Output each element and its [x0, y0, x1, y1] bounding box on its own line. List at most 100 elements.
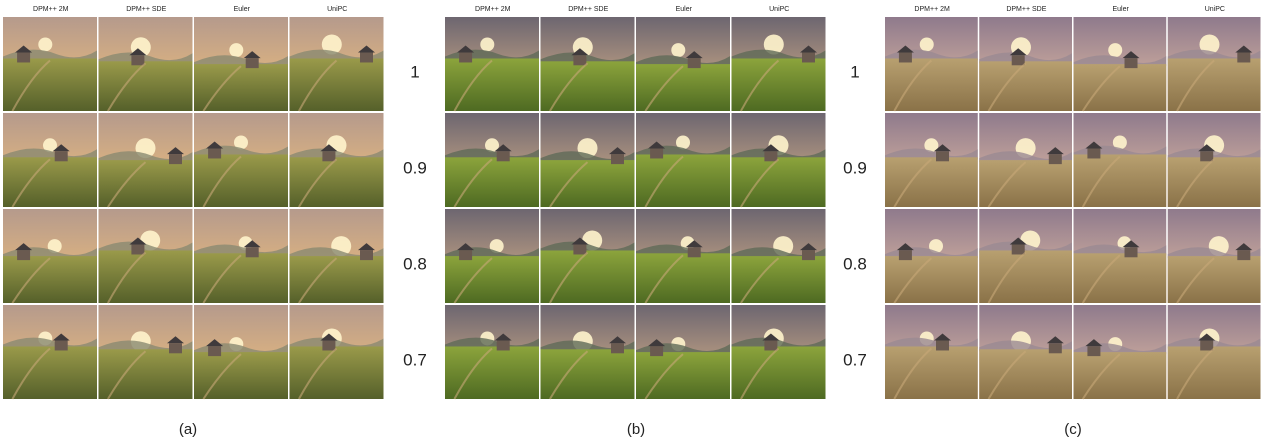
field — [445, 346, 539, 399]
house — [764, 340, 778, 351]
house — [208, 148, 222, 159]
sun — [929, 239, 944, 254]
field — [1167, 346, 1261, 399]
path-line — [453, 158, 493, 208]
house — [936, 151, 950, 162]
hills — [540, 241, 635, 253]
house — [611, 343, 624, 354]
path-line — [298, 158, 338, 208]
sun — [229, 43, 244, 58]
path-line — [1081, 254, 1121, 304]
house — [650, 148, 664, 159]
path-line — [1176, 59, 1215, 112]
house — [496, 340, 510, 351]
roof — [167, 147, 184, 155]
roof — [358, 45, 375, 53]
path-line — [987, 251, 1027, 304]
path-line — [107, 251, 147, 304]
roof — [52, 333, 70, 341]
roof — [648, 141, 666, 149]
roof — [1009, 48, 1027, 56]
thumbnail — [731, 113, 826, 208]
thumbnail — [1167, 209, 1261, 304]
thumbnail — [1073, 209, 1167, 304]
thumbnail — [540, 17, 635, 112]
field — [98, 250, 193, 303]
roof — [1235, 45, 1253, 53]
roof — [1122, 240, 1140, 248]
field — [540, 250, 635, 303]
thumbnail — [445, 209, 539, 304]
path-line — [644, 65, 684, 112]
field — [289, 346, 384, 399]
column-header: DPM++ SDE — [126, 6, 166, 13]
house — [650, 346, 664, 357]
house — [1011, 244, 1025, 255]
house — [322, 340, 336, 351]
house — [245, 247, 259, 258]
roof — [15, 243, 33, 251]
hills — [885, 337, 978, 349]
house — [573, 55, 587, 66]
house — [360, 52, 373, 63]
thumbnail — [1073, 305, 1167, 400]
field — [445, 58, 539, 111]
path-line — [11, 59, 51, 112]
path-line — [893, 257, 933, 304]
thumbnail — [1073, 17, 1167, 112]
hills — [445, 148, 539, 160]
hills — [979, 241, 1072, 253]
house — [459, 250, 473, 261]
roof — [685, 240, 703, 248]
caption: (c) — [1064, 421, 1082, 438]
hills — [1167, 148, 1261, 160]
roof — [1198, 144, 1216, 152]
path-line — [987, 350, 1027, 400]
path-line — [11, 347, 51, 400]
path-line — [644, 353, 684, 400]
thumbnail — [98, 305, 193, 400]
row-label: 1 — [410, 62, 419, 81]
house — [1237, 250, 1251, 261]
roof — [571, 48, 589, 56]
thumbnail — [3, 305, 97, 400]
roof — [206, 141, 224, 149]
roof — [1009, 237, 1027, 245]
thumbnail — [98, 17, 193, 112]
thumbnail — [1167, 17, 1261, 112]
path-line — [107, 161, 147, 208]
path-line — [453, 59, 493, 112]
house — [17, 52, 31, 63]
thumbnail — [98, 113, 193, 208]
hills — [289, 148, 384, 160]
sun — [485, 138, 499, 153]
hills — [445, 337, 539, 349]
hills — [1073, 244, 1167, 256]
field — [731, 346, 826, 399]
roof — [1198, 333, 1216, 341]
thumbnail — [540, 305, 635, 400]
hills — [194, 244, 288, 256]
caption: (b) — [627, 421, 645, 438]
roof — [609, 147, 626, 155]
path-line — [1081, 155, 1121, 208]
path-line — [987, 62, 1027, 112]
field — [979, 250, 1072, 303]
house — [687, 58, 701, 69]
thumbnail — [194, 17, 288, 112]
house — [17, 250, 31, 261]
row-label: 0.9 — [403, 158, 427, 177]
thumbnail — [636, 113, 730, 208]
thumbnail — [3, 113, 97, 208]
path-line — [740, 158, 780, 208]
roof — [800, 45, 817, 53]
thumbnail — [885, 113, 978, 208]
house — [459, 52, 473, 63]
roof — [1122, 51, 1140, 59]
roof — [800, 243, 817, 251]
roof — [494, 333, 512, 341]
path-line — [549, 350, 589, 400]
path-line — [453, 347, 493, 400]
path-line — [202, 65, 242, 112]
